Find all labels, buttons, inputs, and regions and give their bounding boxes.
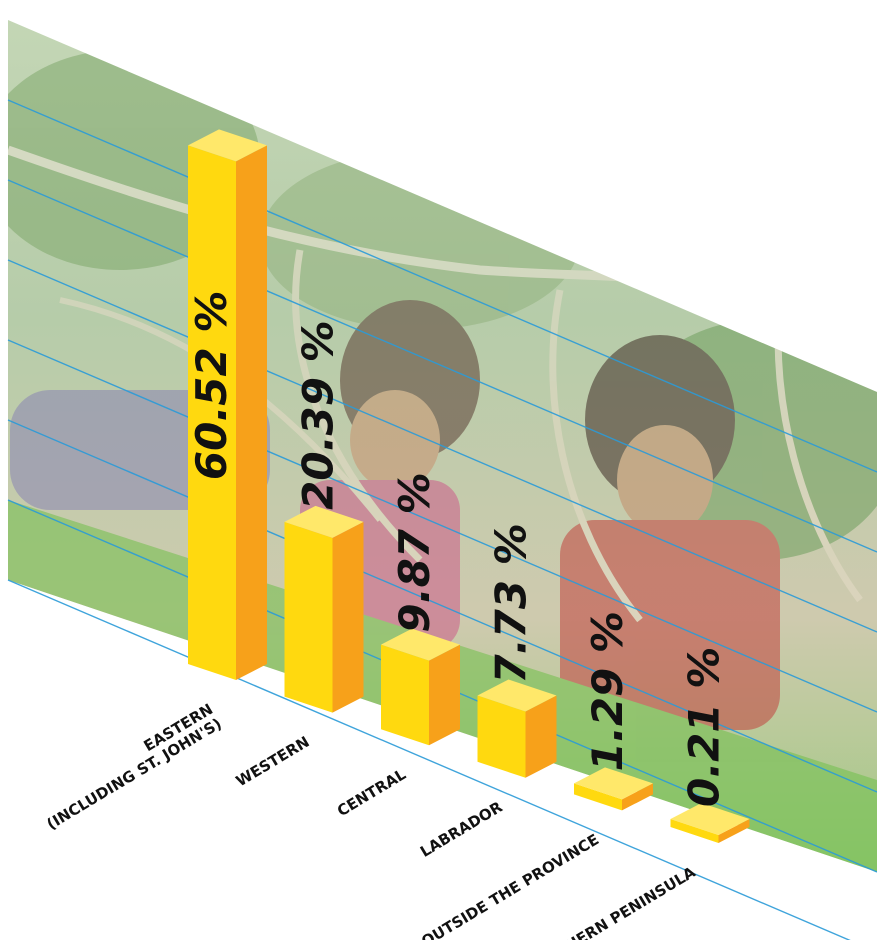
category-label: CENTRAL bbox=[334, 765, 409, 820]
value-label: 9.87 % bbox=[390, 472, 439, 632]
bars bbox=[188, 129, 750, 843]
bar bbox=[477, 679, 557, 778]
category-label: LABRADOR bbox=[417, 798, 506, 861]
gridline bbox=[7, 579, 851, 940]
value-label: 60.52 % bbox=[187, 291, 236, 481]
value-labels: 60.52 % 20.39 % 9.87 % 7.73 % 1.29 % 0.21 % bbox=[187, 291, 729, 807]
value-label: 0.21 % bbox=[680, 647, 729, 807]
bar bbox=[381, 628, 460, 746]
gridline bbox=[7, 259, 877, 633]
gridline bbox=[7, 99, 877, 473]
category-label: WESTERN bbox=[233, 733, 313, 791]
gridlines bbox=[7, 99, 877, 940]
bar bbox=[188, 129, 267, 680]
bar bbox=[670, 803, 750, 843]
gridline bbox=[7, 179, 877, 553]
value-label: 7.73 % bbox=[487, 523, 536, 683]
gridline bbox=[7, 419, 877, 793]
category-label: EASTERN(INCLUDING ST. JOHN'S) bbox=[35, 700, 225, 833]
background-photo bbox=[8, 20, 877, 872]
bar bbox=[574, 767, 653, 811]
value-label: 1.29 % bbox=[583, 611, 632, 771]
gridline bbox=[7, 339, 877, 713]
value-label: 20.39 % bbox=[294, 320, 343, 510]
bar bbox=[284, 505, 364, 713]
